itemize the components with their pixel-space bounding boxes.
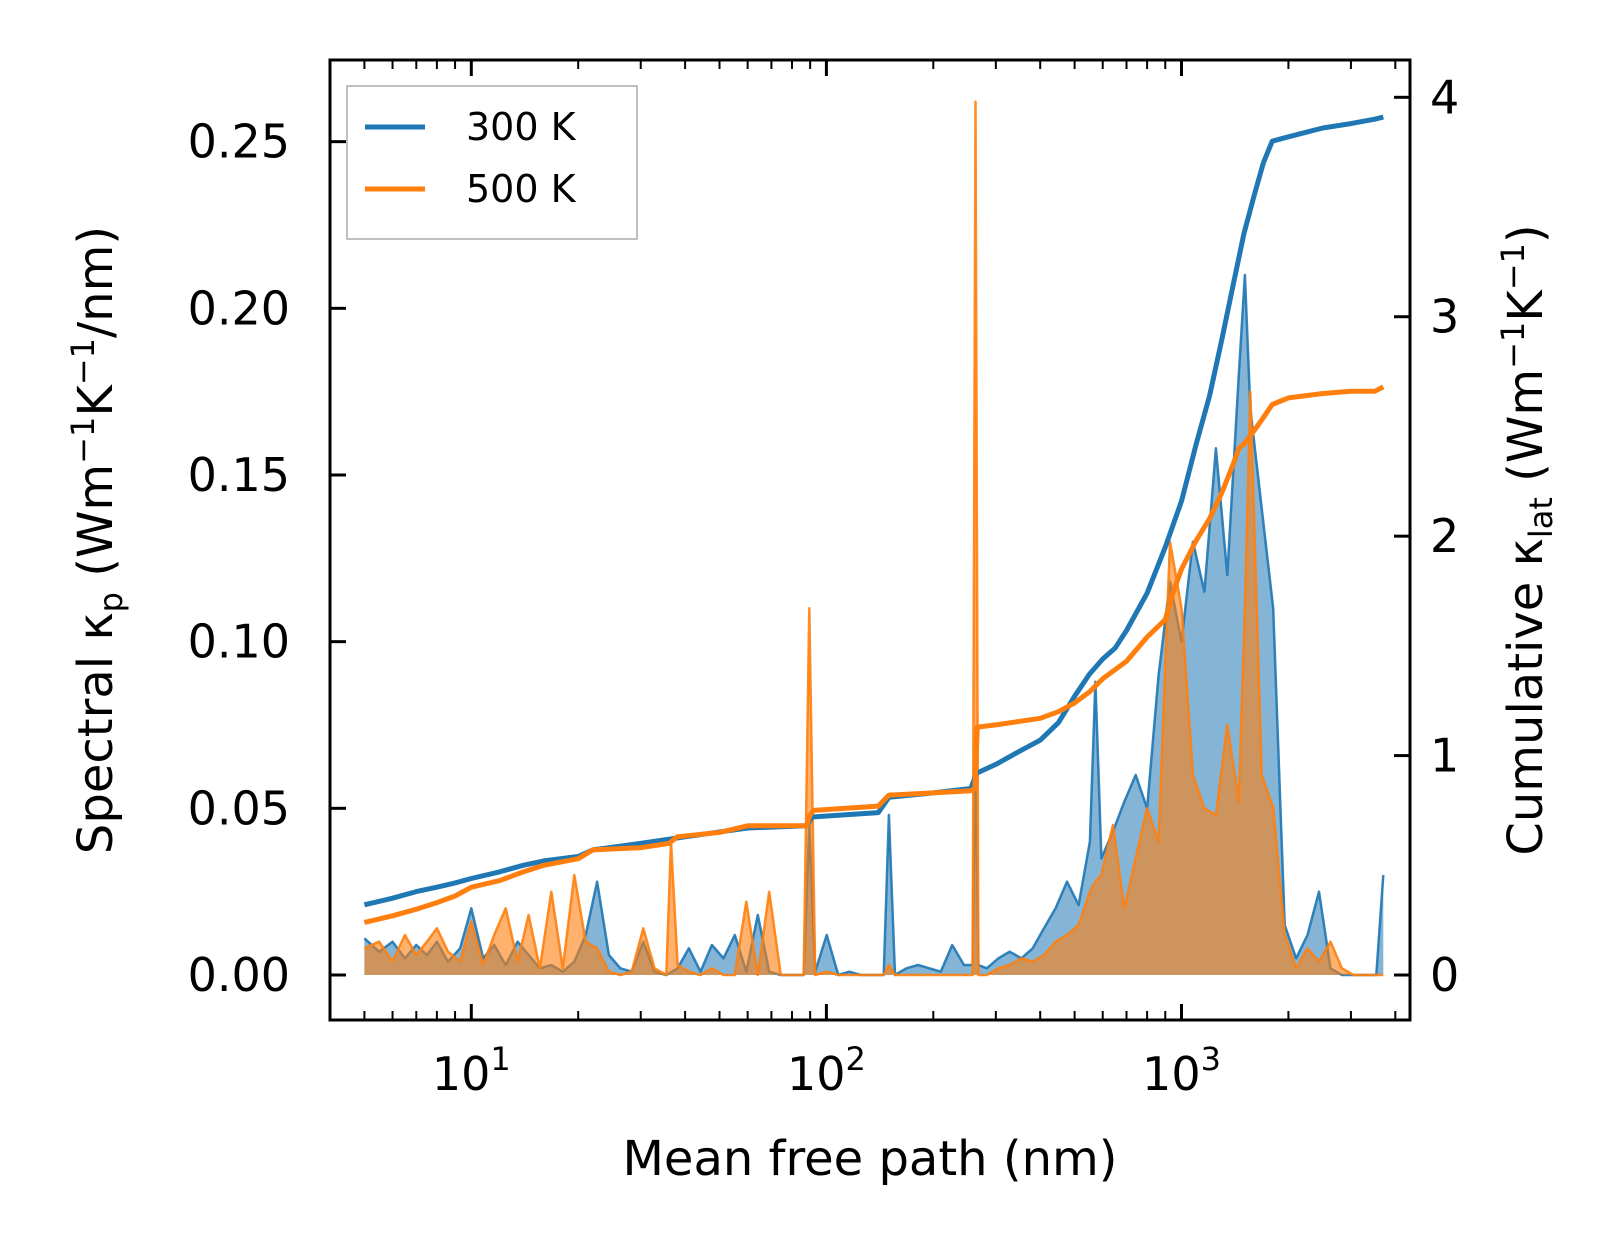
x-tick-label: 101 <box>432 1040 511 1101</box>
plot-frame <box>328 58 1412 1022</box>
legend: 300 K 500 K <box>346 85 638 240</box>
y-right-tick-label: 0 <box>1430 948 1459 1002</box>
left-y-title-prefix: Spectral κ <box>68 612 124 854</box>
y-left-tick-label: 0.05 <box>188 781 290 835</box>
y-left-tick-label: 0.10 <box>188 615 290 669</box>
x-tick-label-exponent: 2 <box>846 1040 866 1078</box>
y-left-tick-label: 0.20 <box>188 281 290 335</box>
right-y-title-units-open: (Wm <box>1498 369 1554 497</box>
right-y-title-sub: lat <box>1522 497 1560 538</box>
right-y-title-sup1: −1 <box>1494 322 1532 369</box>
right-y-title-units-close: ) <box>1498 224 1554 243</box>
left-y-title-units-open: (Wm <box>68 464 124 592</box>
y-right-tick-label: 2 <box>1430 509 1459 563</box>
spectral-area-300k <box>364 275 1384 975</box>
left-y-title-sub: p <box>92 592 130 612</box>
cumulative-line-300k <box>363 114 1384 908</box>
right-y-title-prefix: Cumulative κ <box>1498 538 1554 856</box>
left-y-title-mid: K <box>68 384 124 417</box>
left-y-title-sup1: −1 <box>64 417 102 464</box>
y-left-tick-label: 0.25 <box>188 115 290 169</box>
plot-area <box>363 100 1385 977</box>
x-tick-label-base: 10 <box>432 1047 491 1101</box>
x-axis-title: Mean free path (nm) <box>623 1131 1118 1187</box>
left-y-title-units-close: /nm) <box>68 226 124 338</box>
legend-label-500k: 500 K <box>466 167 577 211</box>
y-left-tick-label: 0.00 <box>188 948 290 1002</box>
x-tick-label-exponent: 3 <box>1201 1040 1221 1078</box>
x-tick-label-base: 10 <box>787 1047 846 1101</box>
left-y-title-sup2: −1 <box>64 338 102 385</box>
x-tick-label-exponent: 1 <box>490 1040 510 1078</box>
x-tick-label-base: 10 <box>1142 1047 1201 1101</box>
right-y-title-sup2: −1 <box>1494 243 1532 290</box>
right-y-title-mid: K <box>1498 289 1554 322</box>
y-right-tick-label: 4 <box>1430 70 1459 124</box>
cumulative-line-500k <box>363 384 1385 925</box>
left-y-axis-title: Spectral κp (Wm−1K−1/nm) <box>64 226 130 854</box>
y-right-tick-label: 1 <box>1430 729 1459 783</box>
x-tick-label: 102 <box>787 1040 866 1101</box>
x-tick-label: 103 <box>1142 1040 1221 1101</box>
y-right-tick-label: 3 <box>1430 290 1459 344</box>
legend-frame <box>346 85 638 240</box>
spectral-line-500k <box>363 100 1384 977</box>
right-y-axis-title: Cumulative κlat (Wm−1K−1) <box>1494 224 1560 855</box>
legend-label-300k: 300 K <box>466 105 577 149</box>
y-left-tick-label: 0.15 <box>188 448 290 502</box>
